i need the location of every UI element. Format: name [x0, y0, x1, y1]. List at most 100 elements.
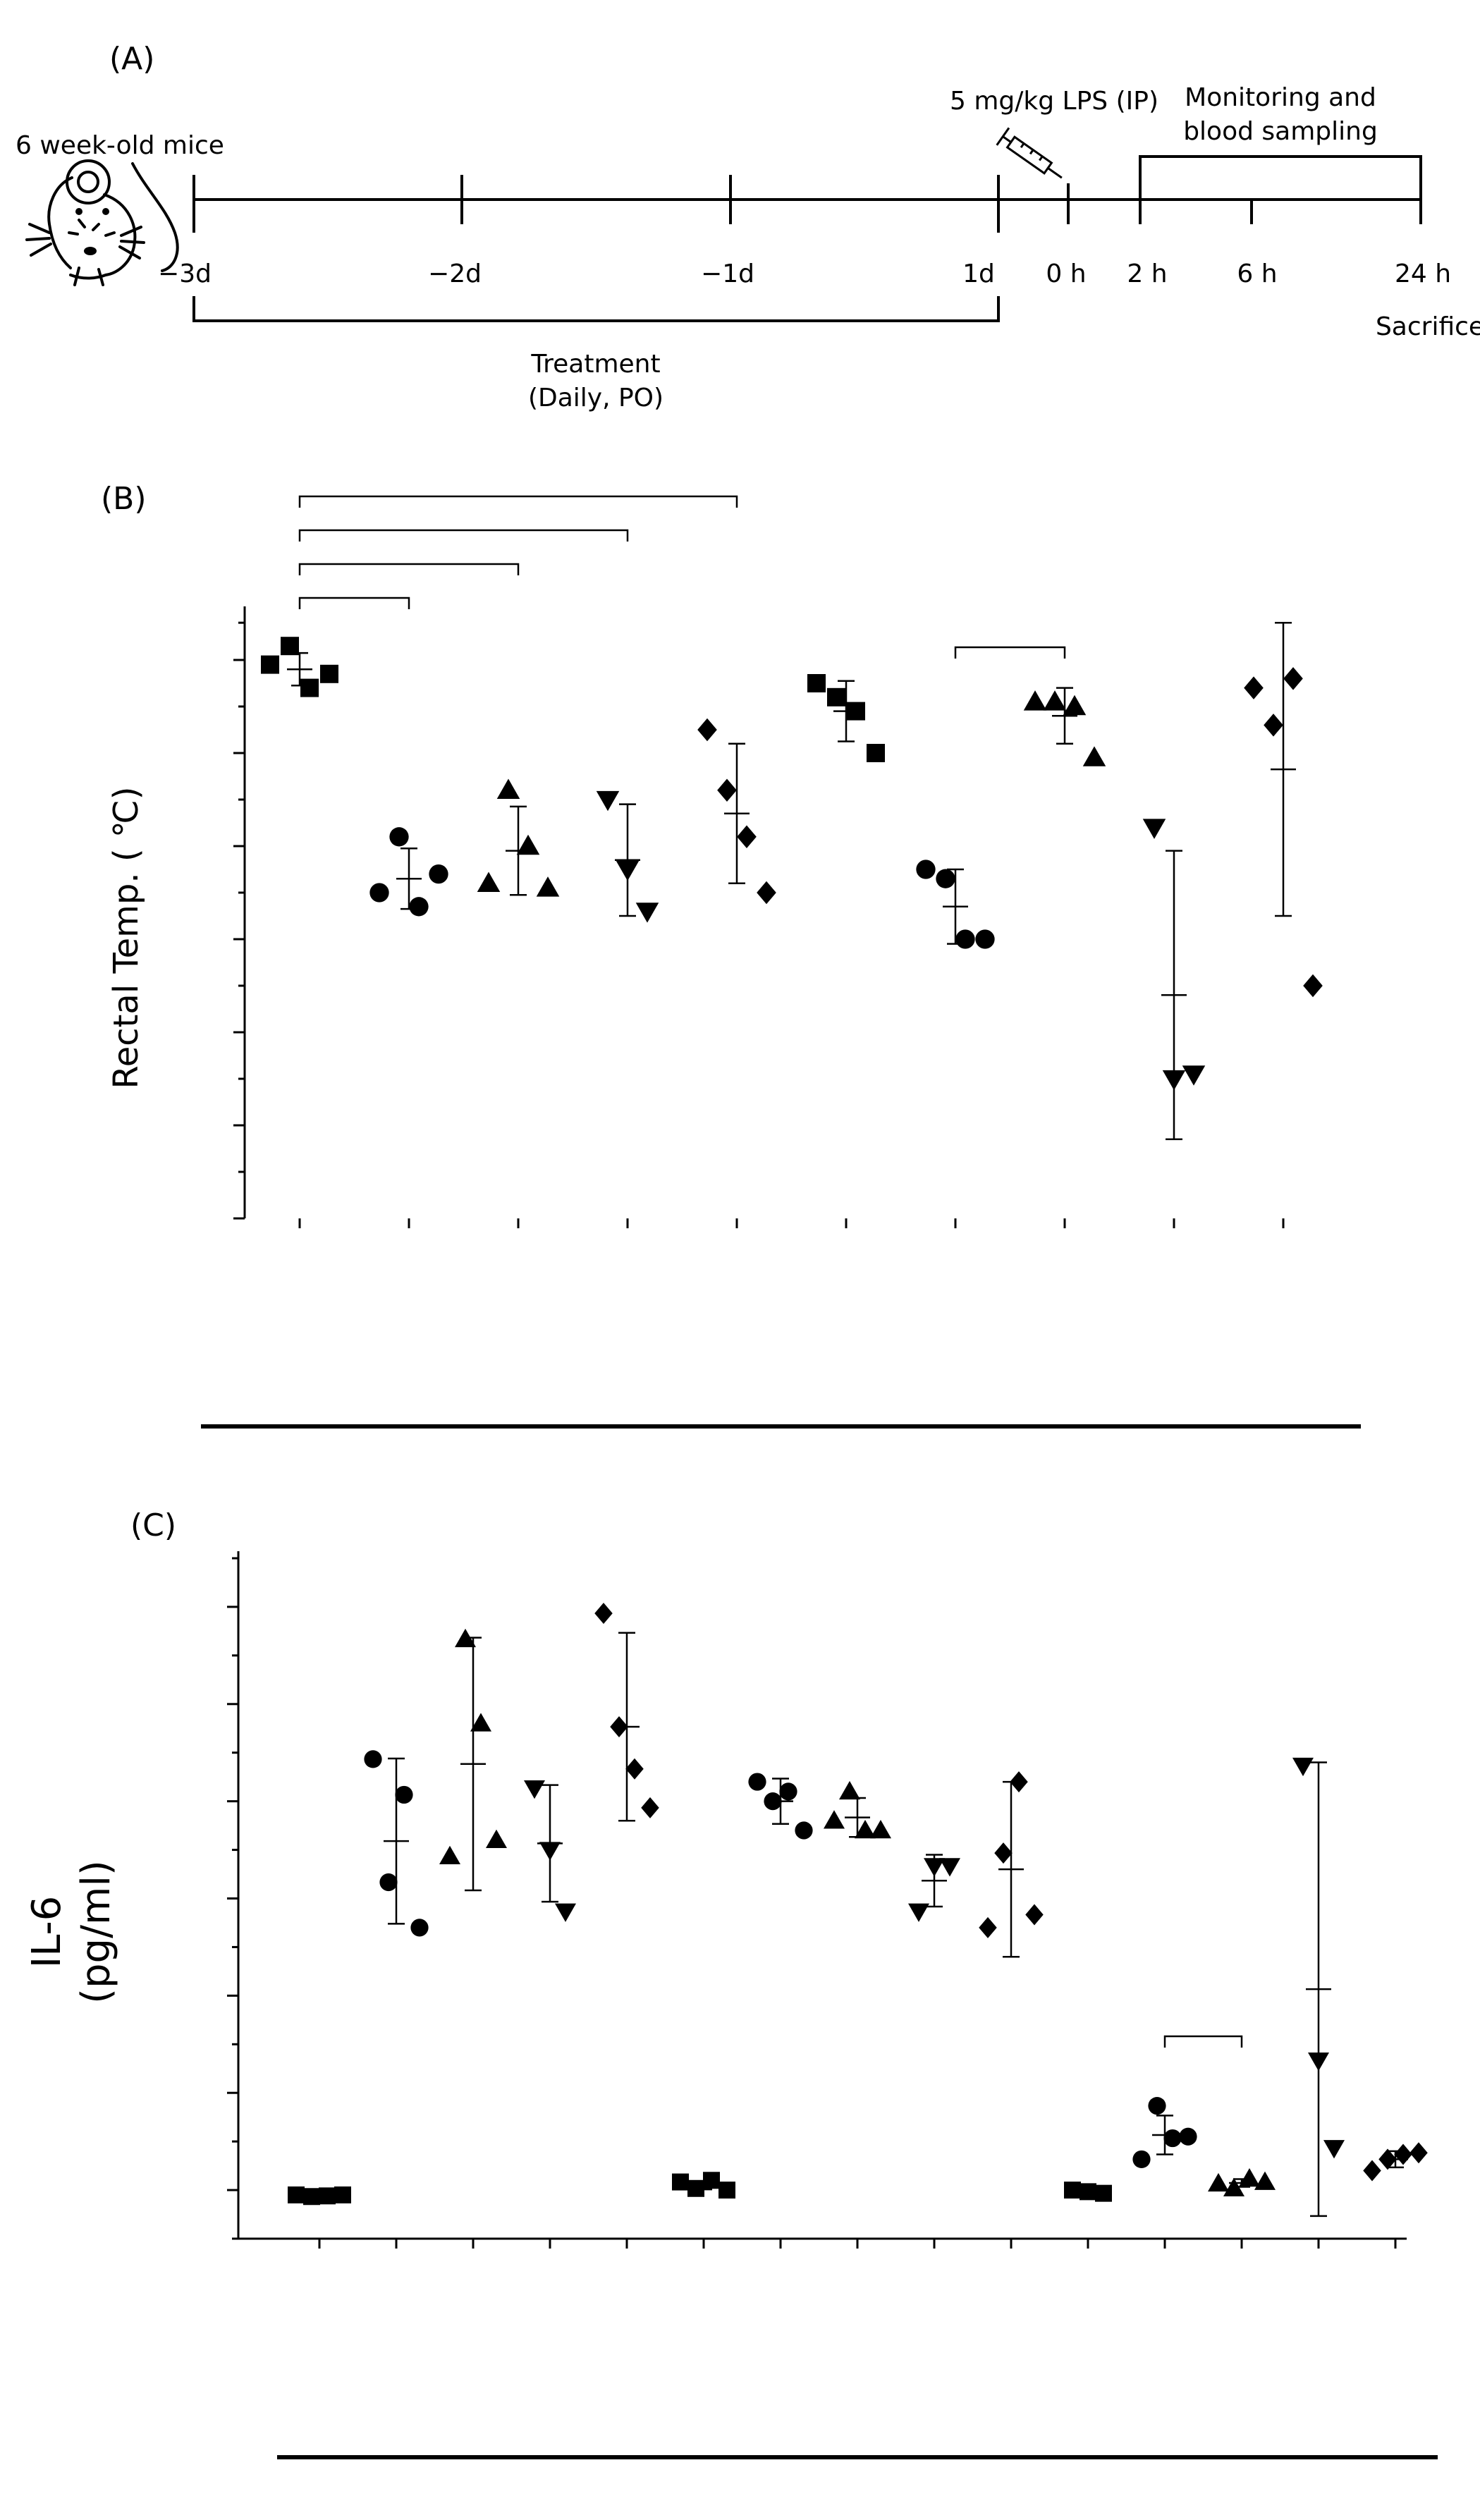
data-point	[924, 1858, 945, 1877]
data-point	[1264, 714, 1283, 737]
data-point	[555, 1903, 576, 1922]
data-point	[827, 687, 845, 707]
data-point	[539, 1842, 561, 1861]
significance-bracket	[954, 646, 1066, 659]
data-point	[757, 881, 776, 905]
data-point	[486, 1829, 507, 1849]
data-point	[320, 664, 338, 683]
data-point	[939, 1858, 960, 1877]
data-point	[334, 2186, 351, 2203]
data-point	[737, 825, 757, 849]
timepoint-label: −1d	[701, 259, 754, 288]
data-point	[1394, 2143, 1412, 2165]
data-point	[616, 860, 640, 881]
significance-bracket	[298, 597, 410, 609]
data-point	[409, 897, 429, 917]
data-point	[470, 1713, 491, 1732]
monitoring-label: Monitoring and	[1185, 83, 1376, 112]
data-point	[687, 2179, 704, 2197]
timepoint-label: 0 h	[1046, 259, 1086, 288]
data-point	[1283, 667, 1303, 690]
data-point	[1292, 1757, 1314, 1777]
data-point	[979, 1916, 997, 1938]
data-point	[1010, 1771, 1028, 1793]
data-point	[596, 790, 620, 812]
data-point	[855, 1820, 876, 1839]
mouse-eye	[102, 208, 109, 215]
plot-area	[288, 1603, 1428, 2218]
data-point	[1308, 2053, 1329, 2072]
y-axis	[233, 606, 246, 1220]
data-point	[870, 1820, 891, 1839]
data-point	[703, 2172, 720, 2189]
timepoint-label: −3d	[158, 259, 212, 288]
monitoring-label: blood sampling	[1183, 117, 1378, 146]
data-point	[1303, 974, 1323, 998]
data-point	[496, 778, 520, 799]
data-point	[672, 2173, 689, 2191]
data-point	[1239, 2167, 1260, 2187]
data-point	[1323, 2140, 1345, 2159]
data-point	[697, 718, 717, 742]
data-point	[303, 2188, 320, 2206]
data-point	[288, 2186, 305, 2203]
data-point	[1095, 2184, 1112, 2202]
monitoring-bracket	[1139, 155, 1422, 183]
data-point	[1363, 2160, 1381, 2182]
data-point	[594, 1603, 613, 1625]
significance-bracket	[298, 495, 738, 508]
mouse-nose	[84, 247, 97, 255]
timepoint-label: −2d	[428, 259, 482, 288]
data-point	[1254, 2171, 1276, 2190]
data-point	[908, 1903, 929, 1922]
data-point	[516, 834, 540, 855]
data-point	[795, 1821, 813, 1840]
significance-bracket	[298, 563, 520, 575]
data-point	[1063, 695, 1087, 716]
data-point	[410, 1919, 429, 1937]
data-point	[625, 1758, 644, 1780]
data-point	[824, 1810, 845, 1829]
data-point	[1043, 690, 1067, 711]
x-axis-ticks	[298, 1218, 1285, 1228]
timepoint-label: 24 h	[1395, 259, 1451, 288]
panel-c: (C) IL-6 (pg/ml)	[24, 1507, 1438, 2459]
data-point	[1223, 2177, 1244, 2197]
data-point	[610, 1715, 628, 1737]
mouse-eye	[75, 208, 82, 215]
lps-label: 5 mg/kg LPS (IP)	[950, 87, 1158, 116]
syringe-icon	[996, 127, 1063, 179]
data-point	[764, 1792, 782, 1811]
data-point	[1148, 2096, 1166, 2115]
panel-a: (A) 6 week-old mice	[16, 41, 1480, 412]
data-point	[364, 1750, 382, 1768]
data-point	[1182, 1065, 1206, 1086]
data-point	[1082, 746, 1106, 766]
data-point	[429, 864, 448, 884]
sacrifice-label: Sacrifice	[1376, 312, 1480, 341]
treatment-label: (Daily, PO)	[528, 384, 663, 412]
data-point	[261, 655, 279, 674]
data-point	[867, 744, 885, 762]
data-point	[1162, 1070, 1186, 1091]
data-point	[1023, 690, 1047, 711]
y-axis-label: Rectal Temp. ( ℃)	[106, 787, 146, 1089]
timepoint-label: 6 h	[1237, 259, 1277, 288]
data-point	[379, 1873, 398, 1892]
panel-b-label: (B)	[101, 481, 147, 517]
y-axis	[227, 1551, 1407, 2240]
data-point	[779, 1782, 797, 1801]
y-axis-label: (pg/ml)	[73, 1860, 119, 2004]
data-point	[389, 827, 409, 847]
data-point	[635, 903, 659, 923]
data-point	[1208, 2172, 1229, 2192]
data-point	[916, 860, 936, 879]
data-point	[477, 871, 501, 892]
data-point	[455, 1628, 476, 1648]
data-point	[395, 1785, 413, 1804]
data-point	[524, 1780, 545, 1799]
subject-label: 6 week-old mice	[16, 131, 224, 160]
data-point	[748, 1773, 766, 1791]
data-point	[1378, 2148, 1397, 2170]
